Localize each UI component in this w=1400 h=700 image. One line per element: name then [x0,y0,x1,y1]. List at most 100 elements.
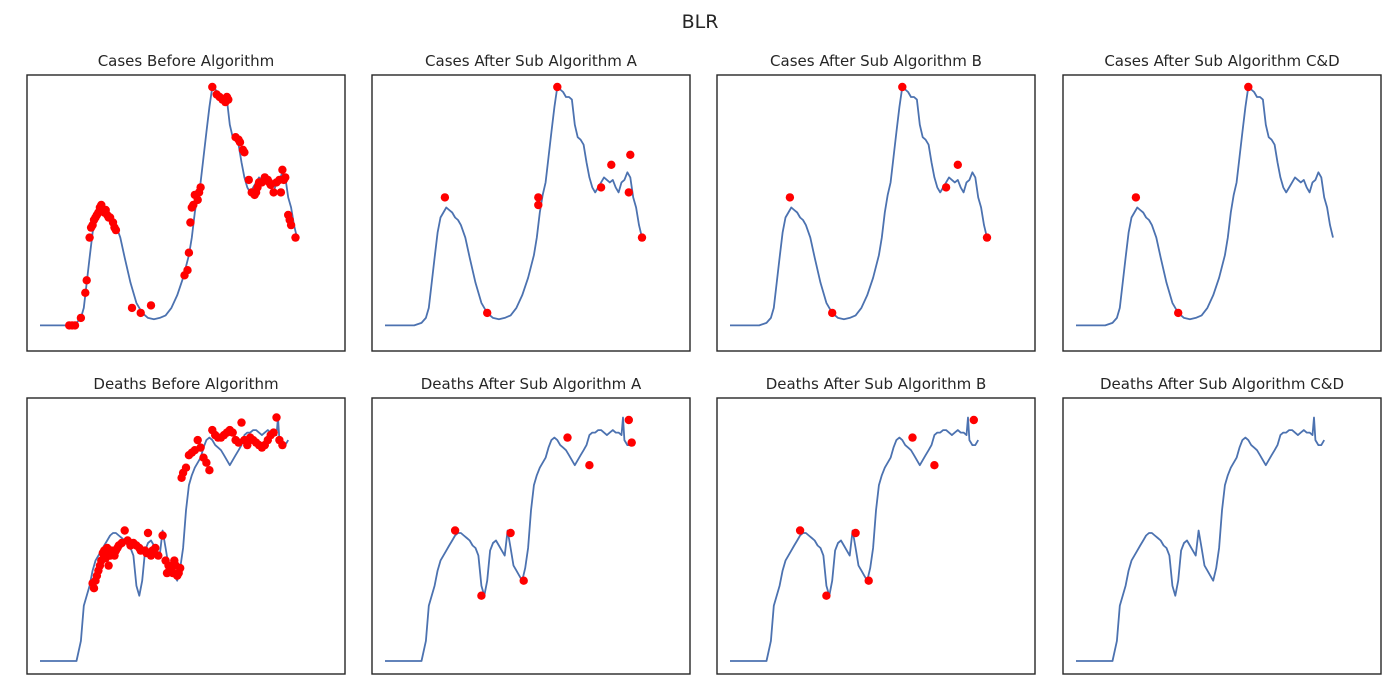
peak-marker [240,148,249,157]
peak-marker [269,428,278,437]
figure-title: BLR [682,11,719,33]
plot-area [26,397,346,675]
peak-marker [534,200,543,210]
subplot-4: Cases After Sub Algorithm C&D [1062,52,1382,352]
peak-marker [506,528,515,538]
peak-marker [286,220,296,230]
peak-marker [196,443,205,452]
peak-marker [244,175,253,185]
subplot-title: Deaths Before Algorithm [93,375,278,393]
peak-marker [85,233,94,242]
peak-marker [269,188,278,197]
peak-marker [70,321,80,330]
subplot-title: Deaths After Sub Algorithm C&D [1100,375,1344,393]
peak-marker [908,433,917,442]
series-line [385,416,634,662]
peak-marker [136,308,145,318]
plot-area [716,397,1036,675]
peak-marker [76,313,86,323]
peak-marker [624,415,633,425]
series-line [730,416,979,662]
peak-marker [228,428,237,437]
peak-marker [243,440,252,450]
peak-marker [941,183,951,192]
peak-marker [969,415,978,425]
series-line [1076,416,1325,662]
peak-marker [626,150,635,159]
peak-marker [186,218,195,227]
peak-marker [183,266,192,275]
peak-marker [281,173,290,182]
peak-marker [553,82,562,92]
peak-marker [953,160,962,169]
plot-area [716,74,1036,352]
peak-marker [276,188,286,197]
peak-marker [519,576,528,585]
peak-marker [143,528,153,538]
subplot-title: Cases Before Algorithm [98,52,275,70]
plot-area [1062,74,1382,352]
peak-marker [181,463,191,472]
peak-marker [205,466,214,475]
peak-marker [291,233,300,242]
peak-marker [224,95,233,104]
peak-marker [930,461,939,470]
peak-marker [151,543,160,553]
peak-marker [120,526,129,535]
subplot-title: Cases After Sub Algorithm C&D [1104,52,1339,70]
peak-marker [450,526,460,535]
peak-marker [1244,82,1253,92]
series-line [730,86,988,327]
peak-marker [585,461,594,470]
subplot-title: Deaths After Sub Algorithm B [766,375,987,393]
peak-marker [898,82,907,92]
peak-marker [785,193,795,202]
subplot-grid: Cases Before Algorithm Cases After Sub Al… [26,52,1382,675]
peak-marker [637,233,647,242]
plot-area [371,397,691,675]
peak-marker [154,551,163,560]
series-line [40,416,289,662]
peak-marker [208,82,217,92]
peak-marker [1131,193,1141,202]
peak-marker [624,188,633,197]
peak-marker [176,563,185,573]
plot-area [26,74,346,352]
subplot-title: Cases After Sub Algorithm A [425,52,638,70]
peak-marker [89,584,99,593]
subplot-2: Cases After Sub Algorithm A [371,52,691,352]
peak-marker [111,225,121,235]
peak-marker [627,438,636,447]
peak-marker [477,591,486,600]
peak-marker [158,531,167,540]
peak-marker [596,183,606,192]
plot-area [371,74,691,352]
peak-marker [440,193,450,202]
peak-marker [278,165,287,174]
peak-marker [483,308,492,318]
peak-marker [864,576,873,585]
peak-marker [822,591,831,600]
peak-marker [534,193,543,202]
peak-marker [104,561,113,570]
subplot-3: Cases After Sub Algorithm B [716,52,1036,352]
peak-marker [851,528,860,538]
peak-marker [193,435,202,445]
peak-marker [982,233,992,242]
peak-marker [237,418,246,427]
subplot-8: Deaths After Sub Algorithm C&D [1062,375,1382,675]
peak-marker [1174,308,1183,318]
peak-marker [607,160,616,169]
peak-marker [127,303,137,313]
plot-area [1062,397,1382,675]
peak-marker [828,308,837,318]
subplot-title: Cases After Sub Algorithm B [770,52,982,70]
series-line [1076,86,1334,327]
peak-marker [272,413,281,422]
peak-marker [795,526,805,535]
peak-marker [146,301,156,310]
peak-marker [196,183,205,192]
subplot-title: Deaths After Sub Algorithm A [421,375,642,393]
subplot-6: Deaths After Sub Algorithm A [371,375,691,675]
